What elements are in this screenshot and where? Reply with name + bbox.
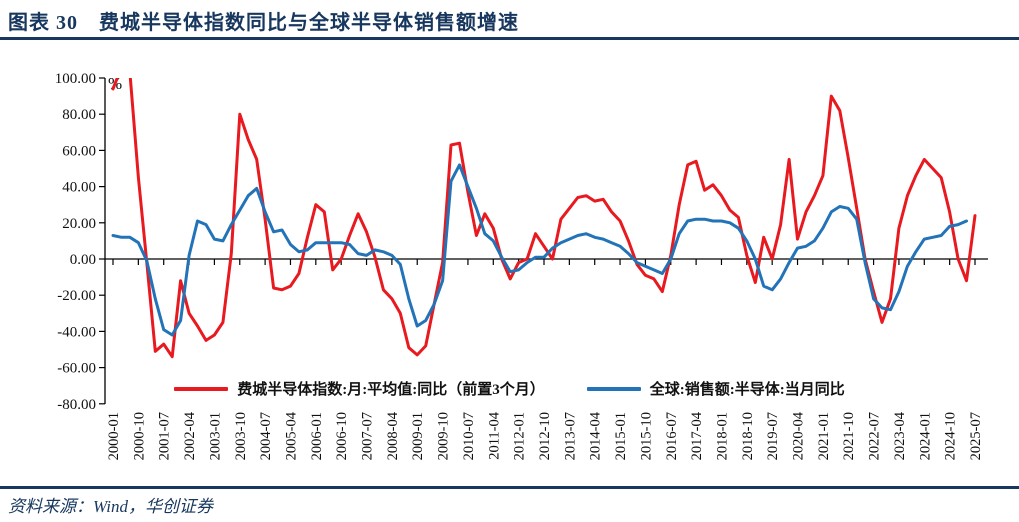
x-axis-tick-label: 2002-04 <box>182 411 198 460</box>
y-axis-tick-label: 40.00 <box>62 180 96 196</box>
x-axis-tick-label: 2021-01 <box>816 412 832 460</box>
x-axis-tick-label: 2011-04 <box>486 411 502 460</box>
x-axis-tick-label: 2010-07 <box>461 412 477 460</box>
y-axis-tick-label: -80.00 <box>57 397 96 413</box>
x-axis-tick-label: 2024-10 <box>943 412 959 460</box>
x-axis-tick-label: 2020-04 <box>791 411 807 460</box>
x-axis-tick-label: 2019-07 <box>765 412 781 460</box>
x-axis-tick-label: 2003-10 <box>233 412 249 460</box>
y-axis-tick-label: -40.00 <box>57 324 96 340</box>
x-axis-tick-label: 2025-07 <box>968 412 984 460</box>
x-axis-tick-label: 2018-10 <box>740 412 756 460</box>
x-axis-tick-label: 2006-10 <box>334 412 350 460</box>
y-axis-tick-label: 100.00 <box>55 71 96 87</box>
legend-label-phlx-index: 费城半导体指数:月:平均值:同比（前置3个月） <box>237 382 545 398</box>
x-axis-tick-label: 2012-10 <box>537 412 553 460</box>
legend-item-phlx-index: 费城半导体指数:月:平均值:同比（前置3个月） <box>174 378 545 399</box>
x-axis-tick-label: 2004-07 <box>258 412 274 460</box>
x-axis-tick-label: 2015-10 <box>638 412 654 460</box>
x-axis-tick-label: 2016-07 <box>664 412 680 460</box>
blue-line-swatch <box>586 386 641 391</box>
x-axis-tick-label: 2009-10 <box>436 412 452 460</box>
source-note: 资料来源：Wind，华创证券 <box>8 497 213 516</box>
x-axis-tick-label: 2001-07 <box>157 412 173 460</box>
footer-divider <box>0 486 1019 489</box>
x-axis-tick-label: 2014-04 <box>588 411 604 460</box>
y-axis-tick-label: -60.00 <box>57 361 96 377</box>
legend-item-global-sales: 全球:销售额:半导体:当月同比 <box>586 378 845 399</box>
x-axis-tick-label: 2015-01 <box>613 412 629 460</box>
y-axis-tick-label: 20.00 <box>62 216 96 232</box>
x-axis-tick-label: 2009-01 <box>410 412 426 460</box>
x-axis-tick-label: 2018-01 <box>715 412 731 460</box>
title-divider <box>0 37 1019 40</box>
x-axis-tick-label: 2006-01 <box>309 412 325 460</box>
x-axis-tick-label: 2007-07 <box>360 412 376 460</box>
y-axis-tick-label: 80.00 <box>62 107 96 123</box>
x-axis-tick-label: 2003-01 <box>207 412 223 460</box>
red-line-swatch <box>174 386 229 391</box>
phlx-index-series-line <box>111 78 977 359</box>
x-axis-tick-label: 2013-07 <box>562 412 578 460</box>
x-axis-tick-label: 2012-01 <box>512 412 528 460</box>
x-axis-tick-label: 2000-01 <box>106 412 122 460</box>
x-axis-tick-label: 2021-10 <box>841 412 857 460</box>
chart-legend: 费城半导体指数:月:平均值:同比（前置3个月） 全球:销售额:半导体:当月同比 <box>0 378 1019 399</box>
x-axis-tick-label: 2023-04 <box>892 411 908 460</box>
x-axis-tick-label: 2005-04 <box>284 411 300 460</box>
figure-title: 图表 30 费城半导体指数同比与全球半导体销售额增速 <box>8 12 519 34</box>
x-axis-tick-label: 2022-07 <box>867 412 883 460</box>
y-axis-tick-label: 0.00 <box>70 252 96 268</box>
global-sales-series-line <box>111 163 968 337</box>
x-axis-tick-label: 2000-10 <box>131 412 147 460</box>
legend-label-global-sales: 全球:销售额:半导体:当月同比 <box>649 382 845 398</box>
x-axis-tick-label: 2008-04 <box>385 411 401 460</box>
y-axis-tick-label: 60.00 <box>62 143 96 159</box>
x-axis-tick-label: 2017-04 <box>689 411 705 460</box>
y-axis-tick-label: -20.00 <box>57 288 96 304</box>
x-axis-tick-label: 2024-01 <box>917 412 933 460</box>
